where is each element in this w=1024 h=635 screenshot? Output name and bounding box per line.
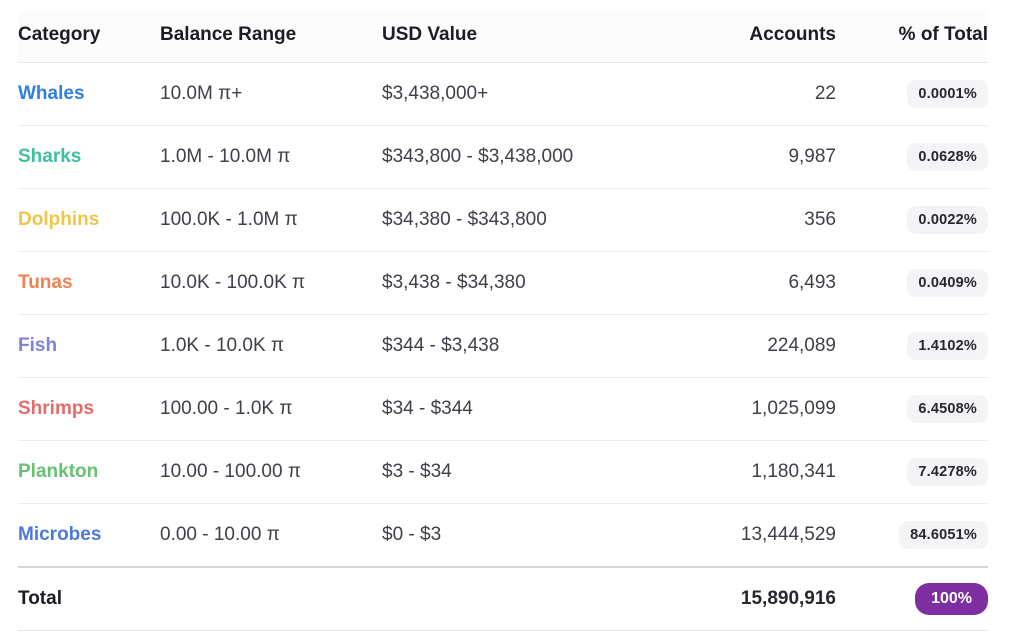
table-row: Sharks 1.0M - 10.0M π $343,800 - $3,438,… [18,125,988,189]
pct-badge: 0.0409% [907,269,988,297]
pct-badge: 84.6051% [899,520,988,549]
col-header-accounts: Accounts [668,10,836,63]
usd-value: $34 - $344 [382,377,668,441]
balance-range-value: 10.00 - 100.00 π [160,440,382,504]
pct-badge: 0.0001% [907,80,988,108]
total-row: Total 15,890,916 100% [18,565,988,631]
category-link[interactable]: Dolphins [18,209,100,230]
accounts-value: 224,089 [668,314,836,378]
accounts-value: 356 [668,188,836,252]
total-usd-empty [382,565,668,631]
accounts-value: 22 [668,62,836,126]
accounts-value: 1,180,341 [668,440,836,504]
total-label: Total [18,565,160,631]
col-header-usd-value: USD Value [382,10,668,63]
pct-badge: 0.0022% [907,206,988,234]
col-header-balance-range: Balance Range [160,10,382,63]
usd-value: $343,800 - $3,438,000 [382,125,668,189]
total-pct-badge: 100% [915,582,988,615]
table-row: Fish 1.0K - 10.0K π $344 - $3,438 224,08… [18,314,988,378]
pct-badge: 7.4278% [907,458,988,486]
balance-range-value: 100.00 - 1.0K π [160,377,382,441]
usd-value: $3 - $34 [382,440,668,504]
table-row: Tunas 10.0K - 100.0K π $3,438 - $34,380 … [18,251,988,315]
table-body: Whales 10.0M π+ $3,438,000+ 22 0.0001% S… [18,62,988,567]
category-link[interactable]: Shrimps [18,398,95,419]
pct-badge: 0.0628% [907,143,988,171]
table-row: Whales 10.0M π+ $3,438,000+ 22 0.0001% [18,62,988,126]
table-row: Microbes 0.00 - 10.00 π $0 - $3 13,444,5… [18,503,988,567]
total-accounts-value: 15,890,916 [668,565,836,631]
accounts-value: 13,444,529 [668,503,836,567]
col-header-pct-of-total: % of Total [836,10,988,63]
table-header: Category Balance Range USD Value Account… [18,10,988,63]
table-row: Dolphins 100.0K - 1.0M π $34,380 - $343,… [18,188,988,252]
header-row: Category Balance Range USD Value Account… [18,10,988,63]
category-link[interactable]: Whales [18,83,85,104]
holders-distribution-table: Category Balance Range USD Value Account… [18,10,988,631]
accounts-value: 6,493 [668,251,836,315]
category-link[interactable]: Sharks [18,146,82,167]
usd-value: $344 - $3,438 [382,314,668,378]
pct-badge: 1.4102% [907,332,988,360]
col-header-category: Category [18,10,160,63]
accounts-value: 9,987 [668,125,836,189]
total-pct-cell: 100% [836,565,988,631]
total-balance-empty [160,565,382,631]
balance-range-value: 100.0K - 1.0M π [160,188,382,252]
table-row: Plankton 10.00 - 100.00 π $3 - $34 1,180… [18,440,988,504]
pct-badge: 6.4508% [907,395,988,423]
usd-value: $0 - $3 [382,503,668,567]
accounts-value: 1,025,099 [668,377,836,441]
table-row: Shrimps 100.00 - 1.0K π $34 - $344 1,025… [18,377,988,441]
balance-range-value: 1.0M - 10.0M π [160,125,382,189]
table-footer: Total 15,890,916 100% [18,565,988,631]
category-link[interactable]: Fish [18,335,58,356]
category-link[interactable]: Tunas [18,272,73,293]
category-link[interactable]: Plankton [18,461,99,482]
balance-range-value: 1.0K - 10.0K π [160,314,382,378]
usd-value: $3,438 - $34,380 [382,251,668,315]
balance-range-value: 0.00 - 10.00 π [160,503,382,567]
balance-range-value: 10.0M π+ [160,62,382,126]
category-link[interactable]: Microbes [18,523,102,545]
usd-value: $34,380 - $343,800 [382,188,668,252]
usd-value: $3,438,000+ [382,62,668,126]
balance-range-value: 10.0K - 100.0K π [160,251,382,315]
